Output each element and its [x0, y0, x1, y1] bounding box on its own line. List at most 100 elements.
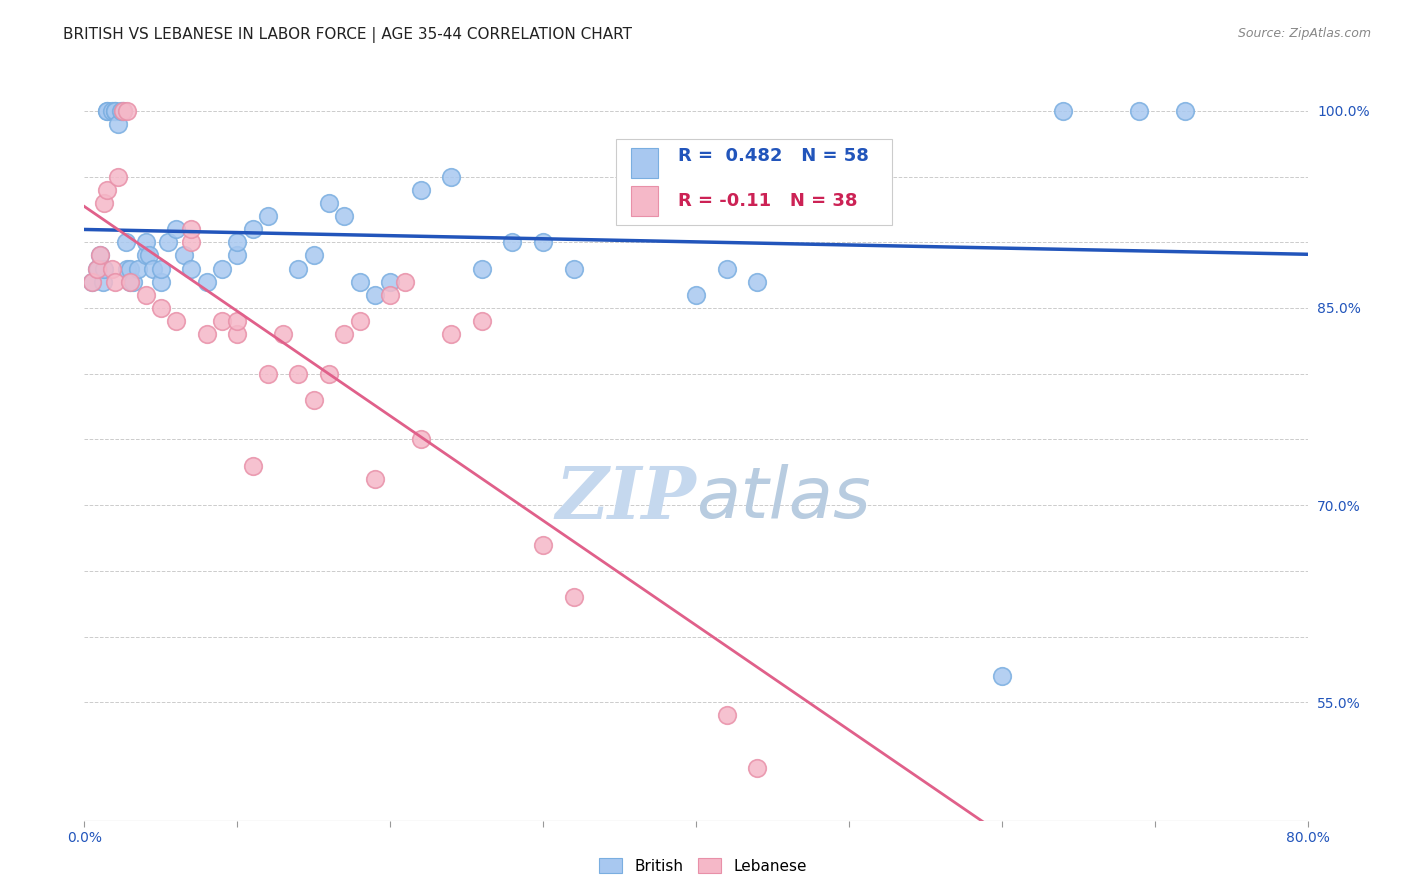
Point [287, 261, 309, 276]
Point [89, 248, 111, 262]
Point [1174, 103, 1197, 118]
Point [115, 261, 138, 276]
Point [226, 248, 249, 262]
Point [318, 195, 340, 210]
Point [115, 103, 138, 118]
Point [180, 261, 202, 276]
Point [111, 103, 134, 118]
Point [80, 275, 103, 289]
Point [562, 590, 585, 604]
Point [226, 235, 249, 250]
Point [242, 458, 264, 473]
Point [165, 314, 187, 328]
Point [257, 209, 280, 223]
Point [180, 235, 202, 250]
Bar [631, 147, 658, 178]
Point [91, 275, 114, 289]
Point [471, 314, 494, 328]
Point [111, 103, 134, 118]
Point [364, 472, 387, 486]
Point [101, 103, 124, 118]
Point [96, 103, 118, 118]
Point [380, 288, 402, 302]
Point [440, 169, 463, 184]
Point [104, 103, 127, 118]
Point [114, 235, 136, 250]
Point [107, 117, 129, 131]
Point [180, 222, 202, 236]
Point [685, 288, 707, 302]
Point [120, 275, 142, 289]
Point [502, 235, 524, 250]
Point [409, 183, 432, 197]
Point [531, 235, 554, 250]
Point [380, 275, 402, 289]
Point [226, 314, 249, 328]
Bar [631, 186, 658, 217]
FancyBboxPatch shape [616, 139, 891, 225]
Point [1128, 103, 1150, 118]
Point [302, 392, 325, 407]
Point [80, 275, 103, 289]
Point [991, 669, 1014, 683]
Point [195, 327, 218, 342]
Point [173, 248, 195, 262]
Text: R =  0.482   N = 58: R = 0.482 N = 58 [678, 147, 869, 165]
Point [110, 103, 132, 118]
Point [149, 301, 172, 315]
Point [87, 261, 110, 276]
Point [333, 327, 356, 342]
Point [149, 261, 172, 276]
Point [562, 261, 585, 276]
Point [287, 367, 309, 381]
Point [107, 169, 129, 184]
Point [96, 103, 118, 118]
Point [440, 327, 463, 342]
Point [142, 261, 165, 276]
Point [149, 275, 172, 289]
Point [257, 367, 280, 381]
Text: BRITISH VS LEBANESE IN LABOR FORCE | AGE 35-44 CORRELATION CHART: BRITISH VS LEBANESE IN LABOR FORCE | AGE… [63, 27, 633, 43]
Point [93, 195, 115, 210]
Point [120, 261, 142, 276]
Text: Source: ZipAtlas.com: Source: ZipAtlas.com [1237, 27, 1371, 40]
Point [364, 288, 387, 302]
Point [716, 261, 738, 276]
Point [333, 209, 356, 223]
Point [654, 156, 676, 170]
Point [127, 261, 149, 276]
Text: atlas: atlas [696, 464, 870, 533]
Point [165, 222, 187, 236]
Point [96, 183, 118, 197]
Point [226, 327, 249, 342]
Point [349, 314, 371, 328]
Point [101, 261, 124, 276]
Point [93, 261, 115, 276]
Point [531, 538, 554, 552]
Point [135, 288, 157, 302]
Point [747, 275, 769, 289]
Point [195, 275, 218, 289]
Point [157, 235, 180, 250]
Point [394, 275, 416, 289]
Point [776, 183, 799, 197]
Point [747, 761, 769, 775]
Point [86, 261, 108, 276]
Point [89, 248, 111, 262]
Text: R = -0.11   N = 38: R = -0.11 N = 38 [678, 192, 858, 210]
Point [211, 314, 233, 328]
Point [135, 235, 157, 250]
Point [138, 248, 160, 262]
Point [1052, 103, 1074, 118]
Point [271, 327, 294, 342]
Point [135, 248, 157, 262]
Point [211, 261, 233, 276]
Point [409, 433, 432, 447]
Point [471, 261, 494, 276]
Text: ZIP: ZIP [555, 463, 696, 534]
Point [86, 261, 108, 276]
Legend: British, Lebanese: British, Lebanese [593, 852, 813, 880]
Point [104, 275, 127, 289]
Point [120, 275, 142, 289]
Point [716, 708, 738, 723]
